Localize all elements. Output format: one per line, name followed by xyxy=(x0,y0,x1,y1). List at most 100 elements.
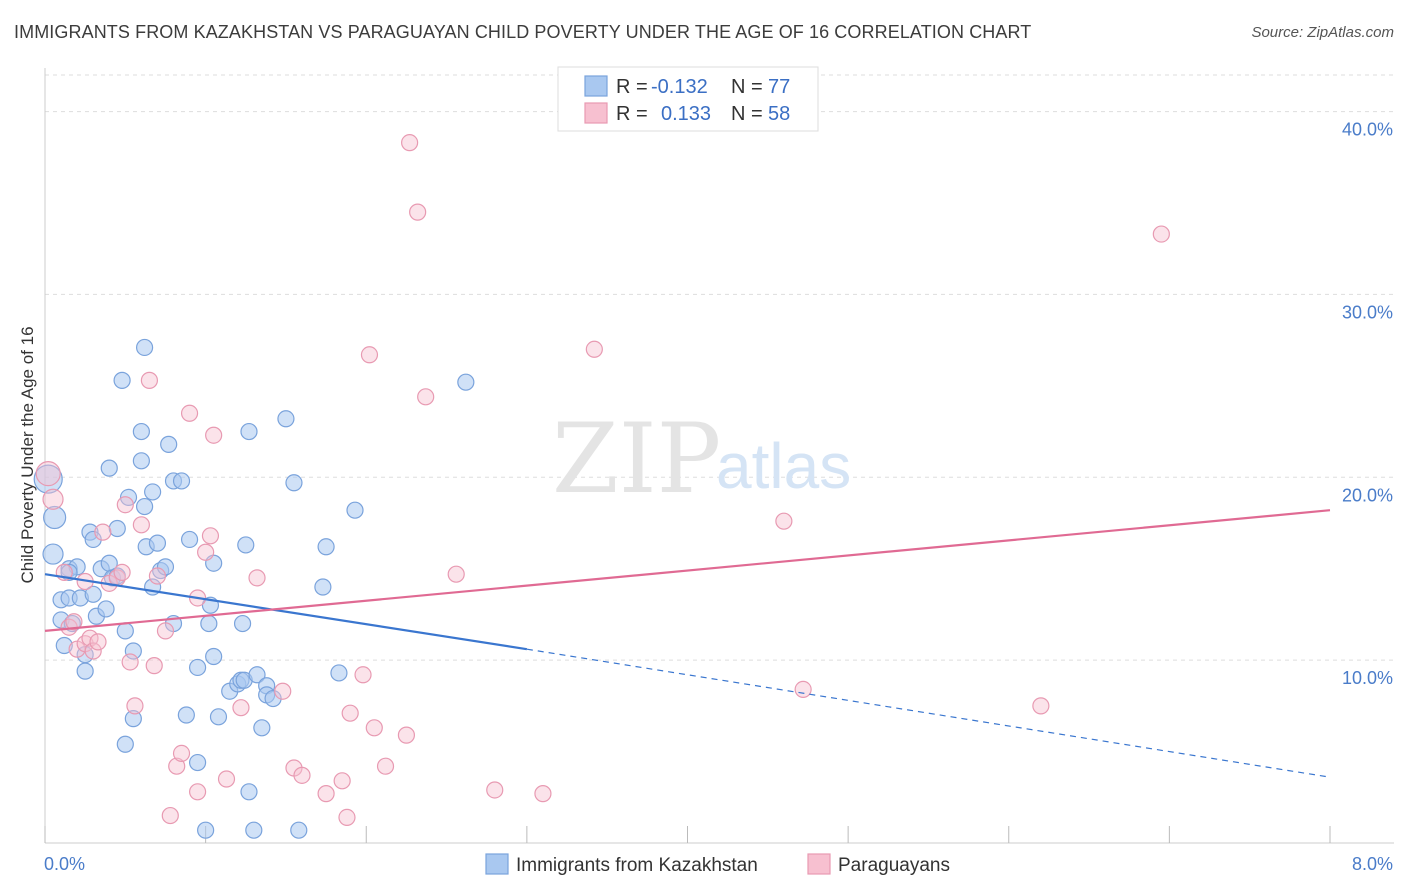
data-point-kazakhstan xyxy=(100,459,118,477)
trend-line-kazakhstan xyxy=(44,573,528,651)
bottom-legend-label-pink: Paraguayans xyxy=(838,855,950,876)
data-point-paraguayans xyxy=(148,567,167,585)
y-tick-label: 10.0% xyxy=(1342,668,1393,688)
data-point-paraguayans xyxy=(1032,697,1050,715)
data-point-kazakhstan xyxy=(177,706,195,724)
series-kazakhstan-points xyxy=(33,338,475,839)
legend-r-value-blue: -0.132 xyxy=(651,76,708,98)
data-point-kazakhstan xyxy=(240,783,258,801)
y-tick-label: 30.0% xyxy=(1342,302,1393,322)
y-tick-label: 20.0% xyxy=(1342,485,1393,505)
data-point-kazakhstan xyxy=(160,435,178,453)
data-point-kazakhstan xyxy=(205,647,223,666)
data-point-kazakhstan xyxy=(97,600,115,618)
trend-lines xyxy=(44,509,1331,778)
chart-source: Source: ZipAtlas.com xyxy=(1251,24,1394,41)
data-point-kazakhstan xyxy=(188,658,207,677)
legend-n-label-blue: N = xyxy=(731,76,763,98)
data-point-paraguayans xyxy=(775,512,793,530)
data-point-kazakhstan xyxy=(43,505,67,530)
x-tick-labels: 0.0% 8.0% xyxy=(44,854,1393,874)
data-point-kazakhstan xyxy=(124,642,142,660)
data-point-kazakhstan xyxy=(209,708,228,726)
data-point-paraguayans xyxy=(89,633,107,651)
data-point-kazakhstan xyxy=(135,338,154,357)
trend-line-paraguayans xyxy=(44,509,1331,632)
data-point-kazakhstan xyxy=(457,373,475,391)
data-point-kazakhstan xyxy=(197,821,215,839)
data-point-paraguayans xyxy=(168,757,186,775)
legend-n-label-pink: N = xyxy=(731,103,763,125)
y-tick-label: 40.0% xyxy=(1342,120,1393,140)
x-tick-label: 0.0% xyxy=(44,854,85,874)
data-point-paraguayans xyxy=(401,134,419,152)
data-point-kazakhstan xyxy=(290,821,308,839)
data-point-paraguayans xyxy=(188,783,207,801)
data-point-paraguayans xyxy=(794,680,812,699)
axes xyxy=(44,68,1394,844)
data-point-kazakhstan xyxy=(144,483,162,501)
data-point-paraguayans xyxy=(341,704,359,722)
data-point-paraguayans xyxy=(65,613,83,631)
data-point-paraguayans xyxy=(205,426,223,444)
data-point-paraguayans xyxy=(180,404,199,422)
data-point-kazakhstan xyxy=(55,636,73,655)
data-point-kazakhstan xyxy=(233,614,252,633)
chart-title: IMMIGRANTS FROM KAZAKHSTAN VS PARAGUAYAN… xyxy=(14,22,1032,42)
data-point-paraguayans xyxy=(232,699,250,717)
data-point-paraguayans xyxy=(376,757,395,775)
data-point-kazakhstan xyxy=(240,422,258,441)
data-point-paraguayans xyxy=(248,569,266,587)
data-point-kazakhstan xyxy=(317,538,335,556)
data-point-paraguayans xyxy=(365,719,383,737)
data-point-kazakhstan xyxy=(172,472,191,490)
data-point-kazakhstan xyxy=(42,543,64,565)
data-point-kazakhstan xyxy=(245,821,263,839)
data-point-paraguayans xyxy=(534,785,552,803)
x-tick-label: 8.0% xyxy=(1352,854,1393,874)
data-point-paraguayans xyxy=(417,388,435,406)
bottom-legend-swatch-pink xyxy=(807,853,831,875)
data-point-paraguayans xyxy=(35,461,61,487)
data-point-kazakhstan xyxy=(76,662,94,680)
data-point-paraguayans xyxy=(81,629,99,647)
data-point-paraguayans xyxy=(113,563,131,581)
data-point-paraguayans xyxy=(354,666,372,684)
data-point-kazakhstan xyxy=(346,501,364,519)
data-point-kazakhstan xyxy=(124,710,142,728)
legend-r-value-pink: 0.133 xyxy=(661,103,711,125)
data-point-paraguayans xyxy=(140,371,159,389)
legend-n-value-blue: 77 xyxy=(768,76,790,98)
correlation-legend: R = -0.132 N = 77 R = 0.133 N = 58 xyxy=(557,66,819,132)
data-point-kazakhstan xyxy=(253,719,271,737)
data-point-paraguayans xyxy=(409,203,427,221)
bottom-legend-swatch-blue xyxy=(485,853,509,875)
data-point-paraguayans xyxy=(274,682,292,700)
bottom-legend-label-blue: Immigrants from Kazakhstan xyxy=(516,855,758,876)
data-point-kazakhstan xyxy=(330,664,348,682)
y-axis-label: Child Poverty Under the Age of 16 xyxy=(18,326,37,583)
data-point-paraguayans xyxy=(132,516,150,534)
data-point-kazakhstan xyxy=(277,410,295,428)
trend-line-kazakhstan-extrapolated xyxy=(526,648,1331,778)
data-point-kazakhstan xyxy=(188,753,207,772)
data-point-paraguayans xyxy=(116,496,134,514)
data-point-paraguayans xyxy=(338,808,356,827)
watermark-atlas: atlas xyxy=(716,430,851,502)
y-tick-labels: 10.0% 20.0% 30.0% 40.0% xyxy=(1342,120,1393,689)
data-point-kazakhstan xyxy=(132,422,150,441)
data-point-kazakhstan xyxy=(248,666,266,684)
data-point-paraguayans xyxy=(94,523,112,541)
legend-r-label-blue: R = xyxy=(616,76,648,98)
data-point-paraguayans xyxy=(42,488,64,510)
data-point-paraguayans xyxy=(293,766,311,784)
series-legend: Immigrants from Kazakhstan Paraguayans xyxy=(485,853,950,876)
data-point-kazakhstan xyxy=(135,497,154,516)
data-point-paraguayans xyxy=(397,726,416,744)
legend-n-value-pink: 58 xyxy=(768,103,790,125)
data-point-kazakhstan xyxy=(132,452,150,470)
data-point-kazakhstan xyxy=(285,474,303,492)
data-point-paraguayans xyxy=(217,770,236,788)
data-point-kazakhstan xyxy=(200,614,218,633)
